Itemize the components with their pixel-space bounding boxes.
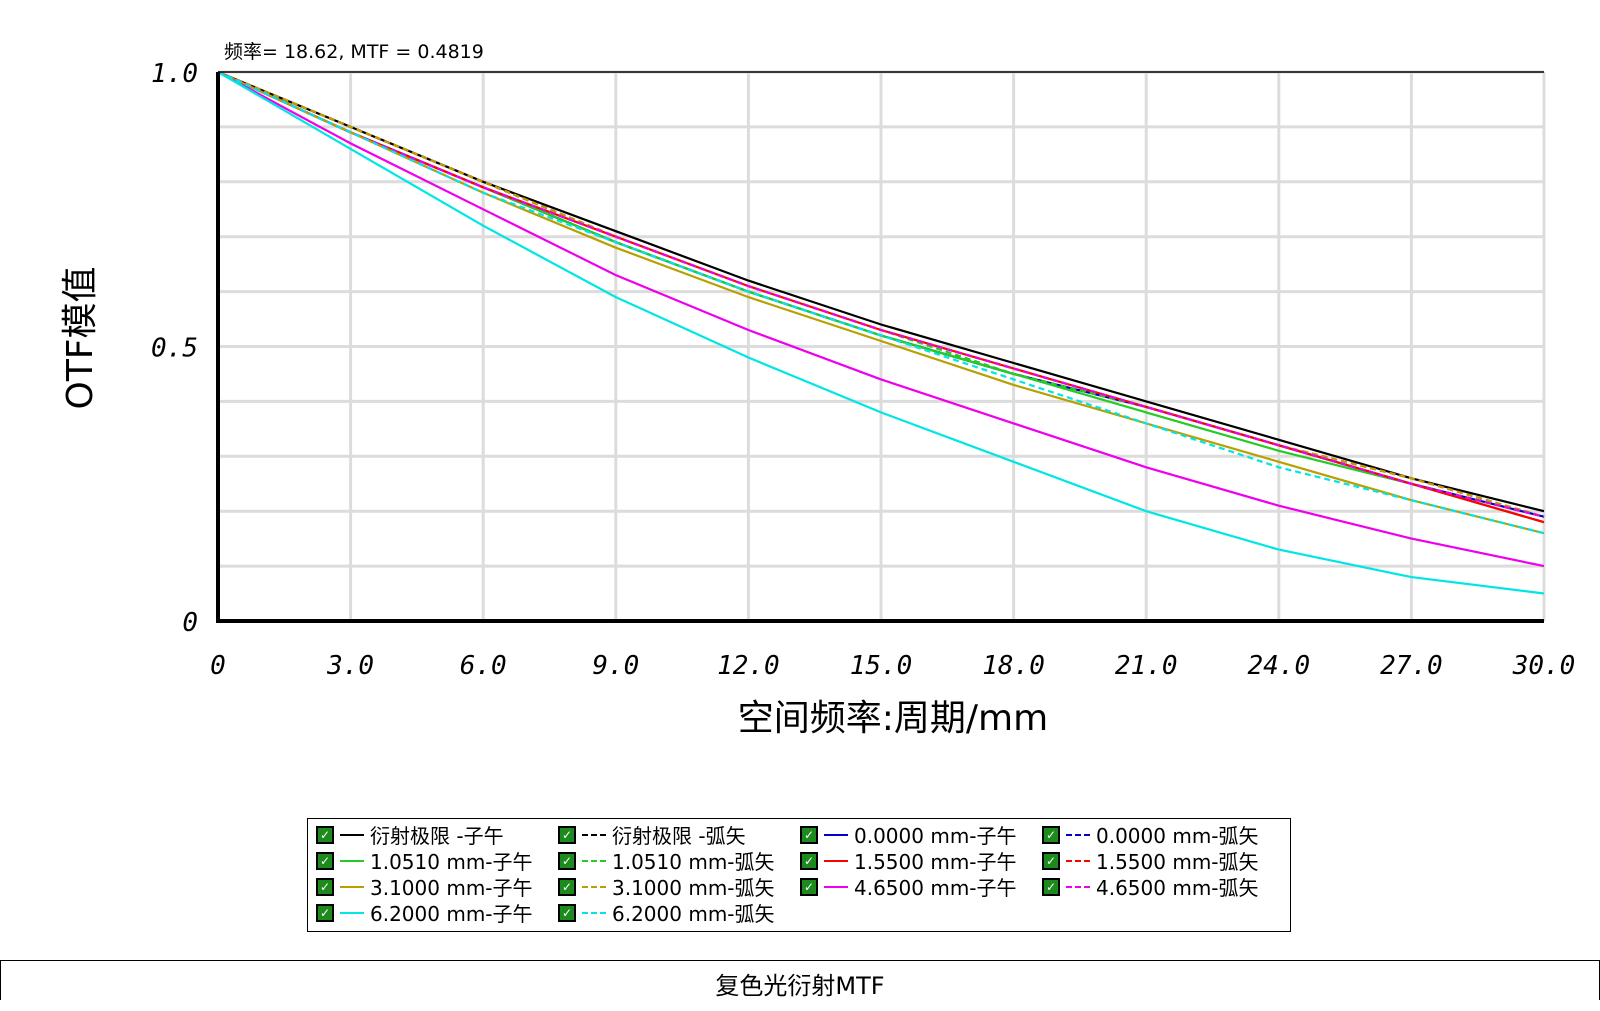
x-tick-labels: 0 3.0 6.0 9.0 12.0 15.0 18.0 21.0 24.0 27.0 30.0 — [210, 651, 1575, 681]
legend: ✓ 衍射极限 -子午 ✓ 衍射极限 -弧矢 ✓ 0.0000 mm-子午 ✓ 0.0000 m… — [307, 818, 1291, 932]
legend-label: 1.0510 mm-子午 — [370, 850, 533, 874]
series-line — [217, 70, 1545, 513]
checkbox-check-icon[interactable]: ✓ — [800, 851, 818, 870]
checkbox-check-icon[interactable]: ✓ — [316, 877, 334, 896]
legend-item[interactable]: ✓ 6.2000 mm-弧矢 — [558, 900, 775, 926]
legend-label: 1.5500 mm-子午 — [854, 850, 1017, 874]
legend-item[interactable]: ✓ 1.0510 mm-子午 — [316, 848, 533, 874]
checkbox-check-icon[interactable]: ✓ — [558, 825, 576, 844]
legend-label: 6.2000 mm-子午 — [370, 902, 533, 926]
x-tick-label: 12.0 — [717, 651, 780, 681]
legend-label: 0.0000 mm-子午 — [854, 824, 1017, 848]
x-axis-title: 空间频率:周期/mm — [738, 698, 1048, 739]
y-axis-title: OTF模值 — [60, 266, 101, 409]
legend-swatch — [582, 833, 606, 836]
checkbox-check-icon[interactable]: ✓ — [800, 877, 818, 896]
checkbox-check-icon[interactable]: ✓ — [316, 903, 334, 922]
legend-item[interactable]: ✓ 衍射极限 -弧矢 — [558, 822, 746, 848]
legend-swatch — [824, 885, 848, 888]
legend-swatch — [340, 885, 364, 888]
legend-item[interactable]: ✓ 4.6500 mm-子午 — [800, 874, 1017, 900]
legend-swatch — [340, 859, 364, 862]
legend-item[interactable]: ✓ 1.0510 mm-弧矢 — [558, 848, 775, 874]
legend-swatch — [824, 859, 848, 862]
series-line — [217, 71, 1545, 595]
chart-title: 复色光衍射MTF — [715, 972, 885, 1000]
axes — [216, 71, 1544, 623]
legend-label: 3.1000 mm-弧矢 — [612, 876, 775, 900]
checkbox-check-icon[interactable]: ✓ — [800, 825, 818, 844]
y-tick-label: 1.0 — [151, 59, 198, 89]
x-tick-label: 21.0 — [1115, 651, 1178, 681]
x-tick-label: 15.0 — [850, 651, 913, 681]
legend-item[interactable]: ✓ 0.0000 mm-弧矢 — [1042, 822, 1259, 848]
series-line — [217, 71, 1545, 568]
legend-swatch — [1066, 885, 1090, 888]
legend-label: 3.1000 mm-子午 — [370, 876, 533, 900]
x-tick-label: 3.0 — [326, 651, 374, 681]
checkbox-check-icon[interactable]: ✓ — [1042, 877, 1060, 896]
legend-label: 1.0510 mm-弧矢 — [612, 850, 775, 874]
checkbox-check-icon[interactable]: ✓ — [558, 851, 576, 870]
legend-swatch — [582, 859, 606, 862]
checkbox-check-icon[interactable]: ✓ — [316, 825, 334, 844]
legend-swatch — [582, 911, 606, 914]
checkbox-check-icon[interactable]: ✓ — [558, 877, 576, 896]
legend-swatch — [340, 833, 364, 836]
legend-swatch — [582, 885, 606, 888]
x-tick-label: 9.0 — [592, 651, 639, 681]
legend-item[interactable]: ✓ 4.6500 mm-弧矢 — [1042, 874, 1259, 900]
legend-swatch — [824, 833, 848, 836]
checkbox-check-icon[interactable]: ✓ — [1042, 825, 1060, 844]
y-tick-labels: 0 0.5 1.0 — [151, 59, 198, 638]
mtf-chart: 0 3.0 6.0 9.0 12.0 15.0 18.0 21.0 24.0 27.0 30.0 0… — [60, 41, 1575, 739]
series-line — [217, 70, 1545, 535]
legend-item[interactable]: ✓ 3.1000 mm-弧矢 — [558, 874, 775, 900]
legend-swatch — [1066, 859, 1090, 862]
cursor-readout: 频率= 18.62, MTF = 0.4819 — [224, 41, 484, 63]
legend-item[interactable]: ✓ 衍射极限 -子午 — [316, 822, 504, 848]
y-tick-label: 0 — [182, 608, 198, 638]
legend-label: 4.6500 mm-弧矢 — [1096, 876, 1259, 900]
y-tick-label: 0.5 — [151, 334, 198, 364]
checkbox-check-icon[interactable]: ✓ — [558, 903, 576, 922]
series-lines — [217, 70, 1545, 595]
legend-label: 衍射极限 -子午 — [370, 824, 504, 848]
legend-label: 1.5500 mm-弧矢 — [1096, 850, 1259, 874]
x-tick-label: 0 — [210, 651, 226, 681]
checkbox-check-icon[interactable]: ✓ — [316, 851, 334, 870]
x-tick-label: 18.0 — [982, 651, 1045, 681]
x-tick-label: 30.0 — [1512, 651, 1576, 681]
series-line — [217, 70, 1545, 518]
legend-label: 衍射极限 -弧矢 — [612, 824, 746, 848]
legend-item[interactable]: ✓ 1.5500 mm-弧矢 — [1042, 848, 1259, 874]
legend-item[interactable]: ✓ 3.1000 mm-子午 — [316, 874, 533, 900]
legend-label: 6.2000 mm-弧矢 — [612, 902, 775, 926]
legend-label: 4.6500 mm-子午 — [854, 876, 1017, 900]
checkbox-check-icon[interactable]: ✓ — [1042, 851, 1060, 870]
x-tick-label: 24.0 — [1247, 651, 1310, 681]
x-tick-label: 6.0 — [460, 651, 507, 681]
legend-item[interactable]: ✓ 0.0000 mm-子午 — [800, 822, 1017, 848]
legend-item[interactable]: ✓ 6.2000 mm-子午 — [316, 900, 533, 926]
legend-swatch — [1066, 833, 1090, 836]
legend-swatch — [340, 911, 364, 914]
legend-label: 0.0000 mm-弧矢 — [1096, 824, 1259, 848]
x-tick-label: 27.0 — [1380, 651, 1443, 681]
legend-item[interactable]: ✓ 1.5500 mm-子午 — [800, 848, 1017, 874]
chart-title-bar: 复色光衍射MTF — [0, 960, 1600, 1000]
